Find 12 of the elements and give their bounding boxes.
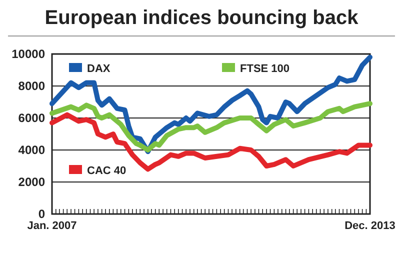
- y-tick-label: 8000: [18, 79, 46, 93]
- chart-title: European indices bouncing back: [44, 7, 360, 29]
- y-tick-label: 10000: [12, 47, 46, 61]
- y-tick-label: 6000: [18, 111, 46, 125]
- legend-label: FTSE 100: [240, 63, 290, 75]
- legend-label: CAC 40: [87, 165, 126, 177]
- legend-label: DAX: [87, 63, 111, 75]
- y-tick-label: 4000: [18, 143, 46, 157]
- x-tick-label: Dec. 2013: [344, 220, 396, 232]
- y-tick-label: 0: [38, 207, 46, 221]
- x-tick-label: Jan. 2007: [27, 220, 77, 232]
- y-tick-label: 2000: [18, 175, 46, 189]
